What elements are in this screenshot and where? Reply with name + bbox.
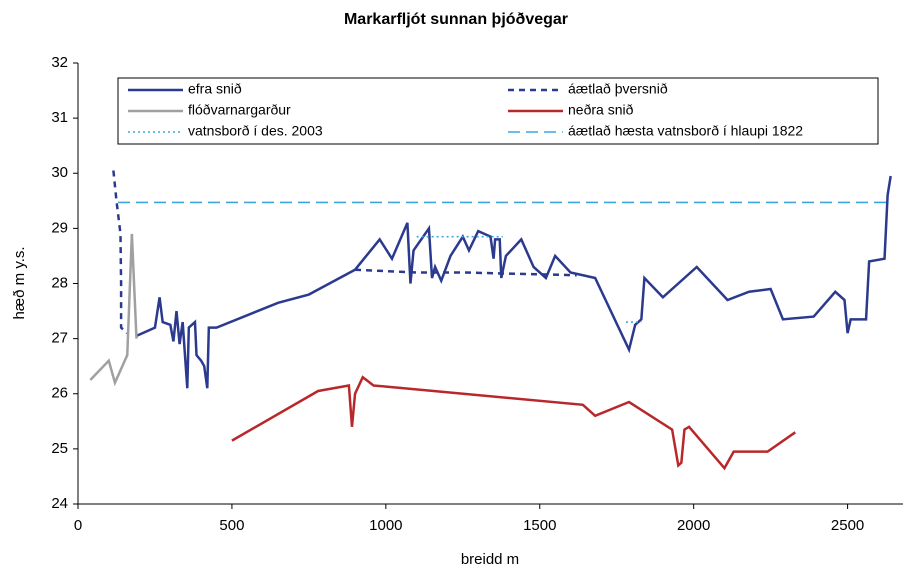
x-axis-label: breidd m	[461, 551, 519, 568]
x-tick-label: 2000	[677, 517, 710, 534]
chart-title: Markarfljót sunnan þjóðvegar	[344, 11, 568, 28]
x-tick-label: 1000	[369, 517, 402, 534]
y-tick-label: 31	[51, 109, 68, 126]
y-tick-label: 29	[51, 219, 68, 236]
y-tick-label: 32	[51, 54, 68, 71]
legend-label: neðra snið	[568, 102, 634, 118]
legend-label: vatnsborð í des. 2003	[188, 123, 323, 139]
legend-label: áætlað þversnið	[568, 81, 668, 97]
x-tick-label: 2500	[831, 517, 864, 534]
legend-label: flóðvarnargarður	[188, 102, 291, 118]
y-tick-label: 28	[51, 274, 68, 291]
series-line	[135, 175, 892, 389]
y-tick-label: 26	[51, 385, 68, 402]
x-tick-label: 1500	[523, 517, 556, 534]
series-line	[231, 375, 796, 471]
x-tick-label: 500	[219, 517, 244, 534]
series-line	[416, 235, 642, 323]
legend-box	[117, 77, 879, 145]
legend-label: áætlað hæsta vatnsborð í hlaupi 1822	[568, 123, 803, 139]
y-tick-label: 30	[51, 164, 68, 181]
y-tick-label: 25	[51, 440, 68, 457]
y-tick-label: 24	[51, 495, 68, 512]
x-tick-label: 0	[74, 517, 82, 534]
series-line	[112, 170, 577, 335]
legend-label: efra snið	[188, 81, 242, 97]
series-line	[89, 233, 138, 387]
y-axis-label: hæð m y.s.	[11, 246, 28, 319]
y-tick-label: 27	[51, 330, 68, 347]
